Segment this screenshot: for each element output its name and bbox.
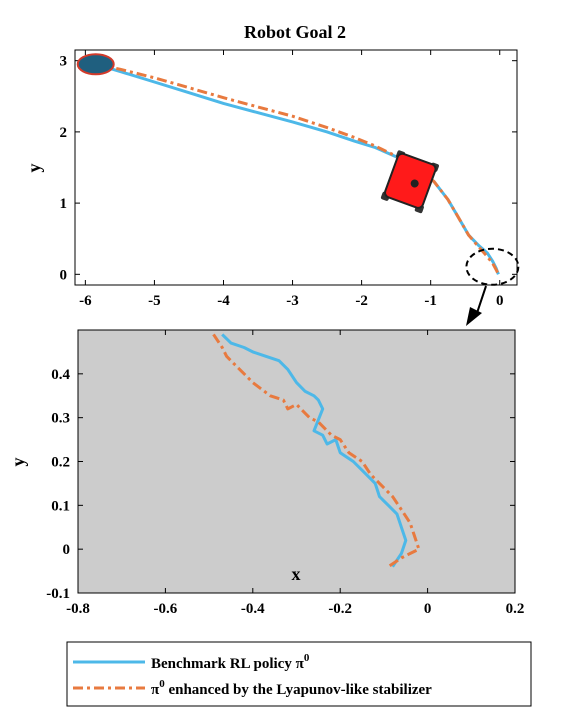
top-chart: Robot Goal 2 -6 -5 -4 -3 -2 -1 0 0 1 2 3 y [24, 22, 520, 309]
x-tick-label: -0.8 [66, 601, 90, 617]
zoom-arrow [466, 285, 487, 326]
x-tick-label: 0 [424, 601, 432, 617]
top-annotations [76, 53, 520, 286]
x-tick-label: -0.2 [328, 601, 352, 617]
x-tick-label: -4 [217, 293, 230, 309]
y-tick-label: 0.2 [51, 455, 70, 471]
legend-label-benchmark: Benchmark RL policy π0 [151, 652, 310, 672]
robot-icon [380, 150, 439, 214]
bottom-chart: -0.8 -0.6 -0.4 -0.2 0 0.2-0.100.10.20.30.4 y … [8, 329, 524, 617]
x-tick-label: -0.4 [241, 601, 265, 617]
y-tick-label: 1 [60, 196, 68, 212]
top-chart-title: Robot Goal 2 [244, 22, 346, 42]
x-tick-label: -1 [424, 293, 437, 309]
bottom-x-axis-label: x [292, 564, 301, 584]
bottom-ticks: -0.8 -0.6 -0.4 -0.2 0 0.2 -0.1 0 0.1 0.2 0.3 0.4 [46, 330, 524, 617]
legend: Benchmark RL policy π0 π0 enhanced by th… [66, 641, 532, 707]
y-tick-label: 0.3 [51, 411, 70, 427]
legend-label-enhanced: π0 enhanced by the Lyapunov-like stabili… [151, 678, 432, 698]
bottom-plot-area [77, 329, 516, 594]
y-tick-label: -0.1 [46, 586, 70, 602]
y-tick-label: 2 [60, 125, 68, 141]
top-y-axis-label: y [24, 164, 44, 173]
top-ticks: -6 -5 -4 -3 -2 -1 0 0 1 2 3 [60, 50, 517, 309]
bottom-series-lines [212, 333, 421, 568]
y-tick-label: 0.4 [51, 367, 70, 383]
x-tick-label: -6 [79, 293, 92, 309]
y-tick-label: 0.1 [51, 498, 70, 514]
robot-sensor [410, 179, 419, 188]
top-plot-area [74, 49, 518, 286]
x-tick-label: -0.6 [154, 601, 178, 617]
x-tick-label: -3 [286, 293, 299, 309]
x-tick-label: 0 [496, 293, 504, 309]
y-tick-label: 3 [60, 54, 68, 70]
series-line-benchmark [221, 333, 408, 568]
x-tick-label: 0.2 [506, 601, 525, 617]
legend-box [66, 641, 532, 707]
robot-body [384, 152, 437, 209]
zoom-circle [465, 247, 520, 286]
y-tick-label: 0 [60, 267, 68, 283]
bottom-y-axis-label: y [8, 458, 28, 467]
series-line-enhanced [95, 62, 500, 275]
x-tick-label: -2 [355, 293, 368, 309]
x-tick-label: -5 [148, 293, 161, 309]
y-tick-label: 0 [63, 542, 71, 558]
start-marker [76, 53, 115, 76]
